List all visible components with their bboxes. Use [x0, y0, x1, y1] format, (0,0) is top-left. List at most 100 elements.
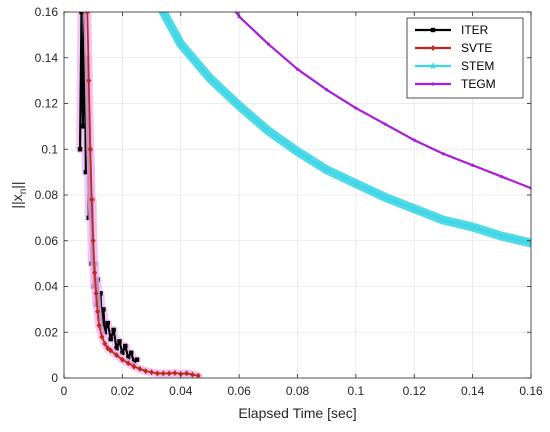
data-point: [527, 239, 531, 247]
series-line: [86, 12, 199, 377]
legend-label: ITER: [461, 23, 489, 37]
data-point: [93, 290, 99, 297]
legend-label: TEGM: [461, 77, 496, 91]
data-point: [126, 355, 131, 360]
series-layer: [76, 12, 531, 378]
x-tick-label: 0: [61, 384, 68, 398]
y-axis-label-main: ||x: [9, 194, 25, 208]
y-tick-label: 0.04: [35, 280, 59, 294]
data-point: [99, 333, 105, 340]
data-point: [102, 340, 108, 347]
data-point: [383, 122, 387, 126]
data-point: [86, 77, 92, 84]
data-point: [322, 165, 331, 174]
data-point: [114, 346, 119, 351]
data-point: [235, 101, 243, 110]
data-point: [441, 152, 446, 156]
data-point: [154, 370, 160, 377]
data-point: [500, 175, 504, 179]
data-point: [119, 356, 125, 363]
data-point: [160, 370, 166, 377]
legend: ITER SVTE STEM TEGM: [406, 17, 524, 99]
data-point: [178, 370, 184, 377]
legend-entry-iter: ITER: [415, 23, 489, 37]
data-point: [96, 322, 102, 329]
series-line: [235, 12, 531, 190]
data-point: [206, 74, 214, 82]
x-tick-label: 0.1: [348, 384, 365, 398]
data-point: [354, 106, 358, 110]
data-point: [125, 360, 131, 367]
data-point: [79, 12, 84, 15]
data-point: [410, 204, 419, 212]
data-point: [295, 67, 300, 71]
y-tick-label: 0.06: [35, 234, 59, 248]
data-point: [117, 339, 122, 344]
y-tick-label: 0.08: [35, 188, 59, 202]
data-point: [120, 350, 125, 356]
x-tick-label: 0.14: [461, 384, 485, 398]
legend-entry-tegm: TEGM: [415, 77, 496, 91]
data-point: [468, 223, 477, 231]
data-point: [412, 138, 416, 142]
data-point: [123, 343, 128, 349]
data-point: [237, 14, 241, 19]
data-point: [108, 336, 113, 342]
data-point: [166, 370, 172, 377]
legend-entry-svte: SVTE: [415, 41, 492, 55]
y-axis-label-suffix: ||: [9, 181, 25, 188]
data-point: [77, 147, 83, 152]
data-point: [471, 163, 475, 167]
data-point: [172, 369, 178, 376]
data-point: [90, 237, 96, 244]
data-point: [325, 88, 329, 92]
data-point: [134, 357, 140, 362]
data-point: [189, 371, 195, 378]
x-tick-label: 0.08: [286, 384, 310, 398]
x-tick-labels: 0 0.02 0.04 0.06 0.08 0.1 0.12 0.14 0.16: [61, 384, 543, 398]
y-tick-label: 0: [51, 371, 58, 385]
data-point: [128, 350, 134, 356]
legend-marker: [430, 45, 436, 51]
x-axis-label: Elapsed Time [sec]: [238, 405, 356, 421]
ticks: [63, 11, 532, 379]
legend-marker: [431, 82, 435, 86]
data-point: [95, 308, 101, 315]
data-point: [293, 147, 302, 155]
data-point: [101, 307, 106, 312]
data-point: [83, 169, 89, 175]
x-tick-label: 0.06: [227, 384, 251, 398]
data-point: [89, 196, 95, 203]
data-point: [266, 42, 270, 46]
data-point: [111, 327, 116, 333]
data-point: [108, 347, 114, 354]
legend-marker: [429, 62, 437, 70]
series-stem: [158, 12, 531, 248]
y-tick-labels: 0 0.02 0.04 0.06 0.08 0.1 0.12 0.14 0.16: [35, 5, 59, 385]
data-point: [131, 363, 137, 370]
data-point: [352, 179, 360, 187]
legend-label: STEM: [461, 59, 494, 73]
series-line: [161, 12, 531, 245]
legend-entry-stem: STEM: [415, 59, 494, 73]
data-point: [87, 146, 93, 153]
data-point: [114, 352, 120, 359]
data-point: [160, 12, 166, 16]
series-tegm: [234, 12, 531, 190]
y-tick-label: 0.02: [35, 325, 59, 339]
data-point: [98, 291, 103, 296]
data-point: [84, 12, 90, 15]
data-point: [149, 369, 155, 376]
legend-label: SVTE: [461, 41, 492, 55]
y-tick-label: 0.16: [35, 5, 59, 19]
data-point: [439, 216, 448, 224]
series-svte: [83, 12, 203, 378]
data-point: [137, 365, 143, 372]
data-point: [264, 126, 273, 135]
legend-marker: [430, 27, 436, 33]
data-point: [184, 370, 190, 377]
y-tick-label: 0.14: [35, 51, 59, 65]
data-point: [381, 193, 389, 201]
data-point: [92, 269, 98, 276]
x-tick-label: 0.12: [403, 384, 427, 398]
